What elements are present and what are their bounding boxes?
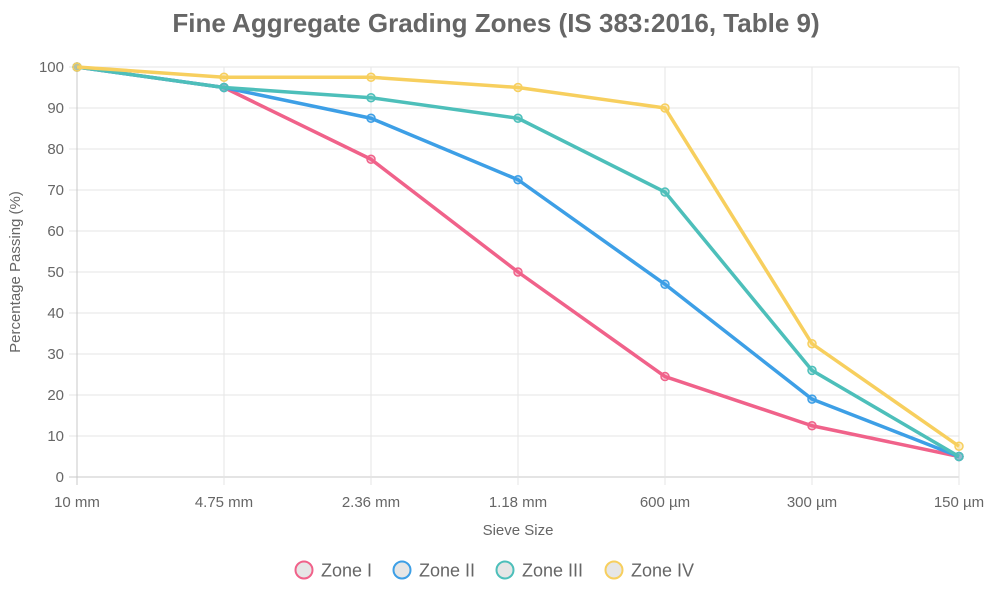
data-point[interactable] <box>807 394 817 404</box>
data-point[interactable] <box>219 82 229 93</box>
y-tick-label: 50 <box>47 264 64 281</box>
series-zone-iii <box>72 62 964 462</box>
data-point[interactable] <box>807 365 817 376</box>
data-point[interactable] <box>807 421 817 431</box>
data-point[interactable] <box>513 82 523 93</box>
legend-item[interactable]: Zone I <box>294 560 373 581</box>
legend-swatch <box>604 560 624 580</box>
y-tick-label: 80 <box>47 141 64 158</box>
y-tick-label: 0 <box>56 469 64 486</box>
data-point[interactable] <box>660 103 670 113</box>
data-point[interactable] <box>807 339 817 349</box>
data-point[interactable] <box>954 441 964 451</box>
data-point[interactable] <box>219 72 229 82</box>
x-tick-label: 1.18 mm <box>489 494 547 511</box>
x-tick-label: 10 mm <box>54 494 100 511</box>
x-tick-label: 300 µm <box>787 494 837 511</box>
legend-label: Zone I <box>321 561 372 581</box>
y-tick-label: 30 <box>47 346 64 363</box>
x-tick-label: 4.75 mm <box>195 494 253 511</box>
series-zone-iv <box>72 62 964 451</box>
data-point[interactable] <box>954 451 964 462</box>
gridlines <box>69 66 960 485</box>
legend-item[interactable]: Zone IV <box>604 560 695 581</box>
y-axis-label: Percentage Passing (%) <box>7 191 24 353</box>
x-tick-label: 2.36 mm <box>342 494 400 511</box>
legend-swatch <box>495 560 515 580</box>
chart-title: Fine Aggregate Grading Zones (IS 383:201… <box>172 8 819 38</box>
data-point[interactable] <box>366 72 376 82</box>
y-tick-label: 100 <box>39 59 64 76</box>
legend: Zone I Zone II Zone III Zone IV <box>294 560 695 581</box>
series-line <box>76 65 961 448</box>
data-point[interactable] <box>366 93 376 103</box>
data-point[interactable] <box>513 175 523 185</box>
y-axis-ticks: 0 10 20 30 40 50 60 70 80 90 100 <box>39 59 64 486</box>
data-point[interactable] <box>660 371 670 382</box>
data-point[interactable] <box>72 62 82 72</box>
legend-swatch <box>294 560 314 580</box>
data-point[interactable] <box>660 187 670 197</box>
data-point[interactable] <box>660 279 670 290</box>
y-tick-label: 40 <box>47 305 64 322</box>
series-line <box>76 65 960 459</box>
data-point[interactable] <box>366 154 376 164</box>
y-tick-label: 90 <box>47 100 64 117</box>
legend-label: Zone III <box>522 561 583 581</box>
legend-item[interactable]: Zone II <box>392 560 476 581</box>
y-tick-label: 70 <box>47 182 64 199</box>
y-tick-label: 20 <box>47 387 64 404</box>
data-point[interactable] <box>513 113 523 123</box>
legend-swatch <box>392 560 412 580</box>
x-axis-label: Sieve Size <box>483 522 554 539</box>
series-lines <box>72 62 964 462</box>
y-tick-label: 10 <box>47 428 64 445</box>
legend-label: Zone IV <box>631 561 694 581</box>
x-tick-label: 150 µm <box>934 494 984 511</box>
x-axis-ticks: 10 mm 4.75 mm 2.36 mm 1.18 mm 600 µm 300 µm 15… <box>54 494 984 511</box>
data-point[interactable] <box>513 267 523 277</box>
legend-item[interactable]: Zone III <box>495 560 584 581</box>
data-point[interactable] <box>366 113 376 123</box>
y-tick-label: 60 <box>47 223 64 240</box>
x-tick-label: 600 µm <box>640 494 690 511</box>
legend-label: Zone II <box>419 561 475 581</box>
